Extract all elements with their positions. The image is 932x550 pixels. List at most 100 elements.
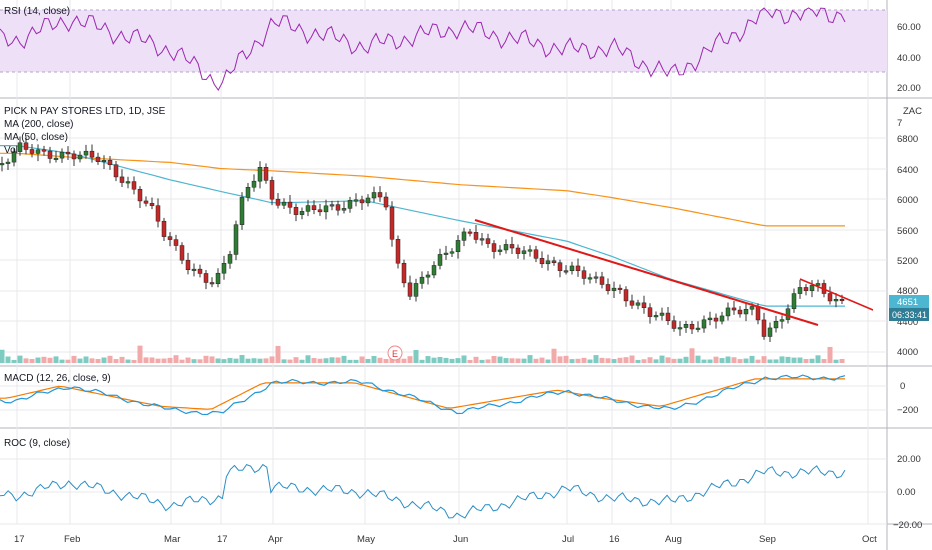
candle-body[interactable] bbox=[785, 308, 791, 320]
candle-body[interactable] bbox=[641, 302, 647, 308]
candle-body[interactable] bbox=[53, 157, 59, 160]
candle-body[interactable] bbox=[197, 268, 203, 274]
candle-body[interactable] bbox=[329, 204, 335, 207]
candle-body[interactable] bbox=[239, 197, 245, 225]
candle-body[interactable] bbox=[521, 250, 527, 254]
candle-body[interactable] bbox=[497, 249, 503, 252]
candle-body[interactable] bbox=[215, 272, 221, 285]
candle-body[interactable] bbox=[269, 180, 275, 200]
candle-body[interactable] bbox=[467, 231, 473, 234]
candle-body[interactable] bbox=[659, 312, 665, 316]
candle-body[interactable] bbox=[773, 320, 779, 329]
candle-body[interactable] bbox=[47, 150, 53, 159]
candle-body[interactable] bbox=[41, 149, 47, 152]
earnings-marker[interactable] bbox=[387, 345, 403, 361]
candle-body[interactable] bbox=[11, 151, 17, 163]
candle-body[interactable] bbox=[125, 181, 131, 184]
candle-body[interactable] bbox=[827, 293, 833, 302]
candle-body[interactable] bbox=[365, 197, 371, 204]
candle-body[interactable] bbox=[335, 204, 341, 211]
candle-body[interactable] bbox=[257, 167, 263, 182]
candle-body[interactable] bbox=[797, 287, 803, 294]
candle-body[interactable] bbox=[317, 209, 323, 213]
candle-body[interactable] bbox=[605, 284, 611, 291]
candle-body[interactable] bbox=[563, 270, 569, 273]
candle-body[interactable] bbox=[29, 149, 35, 154]
candle-body[interactable] bbox=[131, 181, 137, 190]
candle-body[interactable] bbox=[245, 187, 251, 198]
roc-pane[interactable]: ROC (9, close) 20.00 0.00 −20.00 bbox=[0, 438, 922, 531]
candlesticks[interactable] bbox=[0, 136, 845, 343]
candle-body[interactable] bbox=[737, 309, 743, 315]
candle-body[interactable] bbox=[179, 245, 185, 261]
candle-body[interactable] bbox=[59, 151, 65, 159]
candle-body[interactable] bbox=[779, 319, 785, 322]
candle-body[interactable] bbox=[509, 244, 515, 249]
candle-body[interactable] bbox=[545, 260, 551, 265]
candle-body[interactable] bbox=[761, 319, 767, 337]
candle-body[interactable] bbox=[431, 265, 437, 276]
candle-body[interactable] bbox=[251, 180, 257, 188]
candle-body[interactable] bbox=[581, 270, 587, 279]
candle-body[interactable] bbox=[611, 287, 617, 291]
candle-body[interactable] bbox=[161, 220, 167, 237]
candle-body[interactable] bbox=[809, 285, 815, 291]
candle-body[interactable] bbox=[635, 302, 641, 306]
candle-body[interactable] bbox=[191, 268, 197, 271]
candle-body[interactable] bbox=[275, 198, 281, 206]
macd-pane[interactable]: MACD (12, 26, close, 9) 0 −200 bbox=[0, 373, 918, 416]
candle-body[interactable] bbox=[113, 164, 119, 178]
candle-body[interactable] bbox=[557, 262, 563, 271]
candle-body[interactable] bbox=[155, 205, 161, 222]
candle-body[interactable] bbox=[569, 265, 575, 271]
candle-body[interactable] bbox=[725, 307, 731, 317]
candle-body[interactable] bbox=[593, 276, 599, 279]
candle-body[interactable] bbox=[263, 167, 269, 181]
candle-body[interactable] bbox=[599, 276, 605, 285]
candle-body[interactable] bbox=[839, 298, 845, 301]
candle-body[interactable] bbox=[443, 252, 449, 255]
candle-body[interactable] bbox=[389, 206, 395, 240]
candle-body[interactable] bbox=[539, 258, 545, 265]
candle-body[interactable] bbox=[413, 283, 419, 297]
candle-body[interactable] bbox=[77, 154, 83, 160]
candle-body[interactable] bbox=[803, 287, 809, 291]
candle-body[interactable] bbox=[323, 205, 329, 213]
candle-body[interactable] bbox=[449, 251, 455, 254]
candle-body[interactable] bbox=[707, 317, 713, 321]
candle-body[interactable] bbox=[353, 199, 359, 202]
candle-body[interactable] bbox=[767, 327, 773, 337]
candle-body[interactable] bbox=[575, 265, 581, 271]
candle-body[interactable] bbox=[371, 192, 377, 199]
candle-body[interactable] bbox=[299, 211, 305, 215]
candle-body[interactable] bbox=[101, 160, 107, 163]
candle-body[interactable] bbox=[617, 287, 623, 290]
candle-body[interactable] bbox=[665, 312, 671, 321]
candle-body[interactable] bbox=[311, 205, 317, 210]
candle-body[interactable] bbox=[233, 224, 239, 255]
candle-body[interactable] bbox=[293, 207, 299, 215]
candle-body[interactable] bbox=[95, 156, 101, 162]
candle-body[interactable] bbox=[755, 306, 761, 321]
candle-body[interactable] bbox=[137, 188, 143, 202]
candle-body[interactable] bbox=[491, 243, 497, 252]
candle-body[interactable] bbox=[533, 249, 539, 259]
candle-body[interactable] bbox=[485, 238, 491, 244]
trendline[interactable] bbox=[799, 278, 874, 311]
candle-body[interactable] bbox=[623, 289, 629, 302]
candle-body[interactable] bbox=[401, 262, 407, 284]
candle-body[interactable] bbox=[473, 232, 479, 240]
candle-body[interactable] bbox=[701, 319, 707, 329]
candle-body[interactable] bbox=[461, 231, 467, 241]
candle-body[interactable] bbox=[437, 254, 443, 266]
candle-body[interactable] bbox=[743, 308, 749, 315]
candle-body[interactable] bbox=[815, 283, 821, 286]
candle-body[interactable] bbox=[695, 327, 701, 330]
candle-body[interactable] bbox=[185, 259, 191, 270]
candle-body[interactable] bbox=[419, 276, 425, 284]
candle-body[interactable] bbox=[347, 200, 353, 209]
candle-body[interactable] bbox=[281, 201, 287, 206]
candle-body[interactable] bbox=[341, 208, 347, 211]
candle-body[interactable] bbox=[383, 196, 389, 208]
candle-body[interactable] bbox=[17, 142, 23, 152]
